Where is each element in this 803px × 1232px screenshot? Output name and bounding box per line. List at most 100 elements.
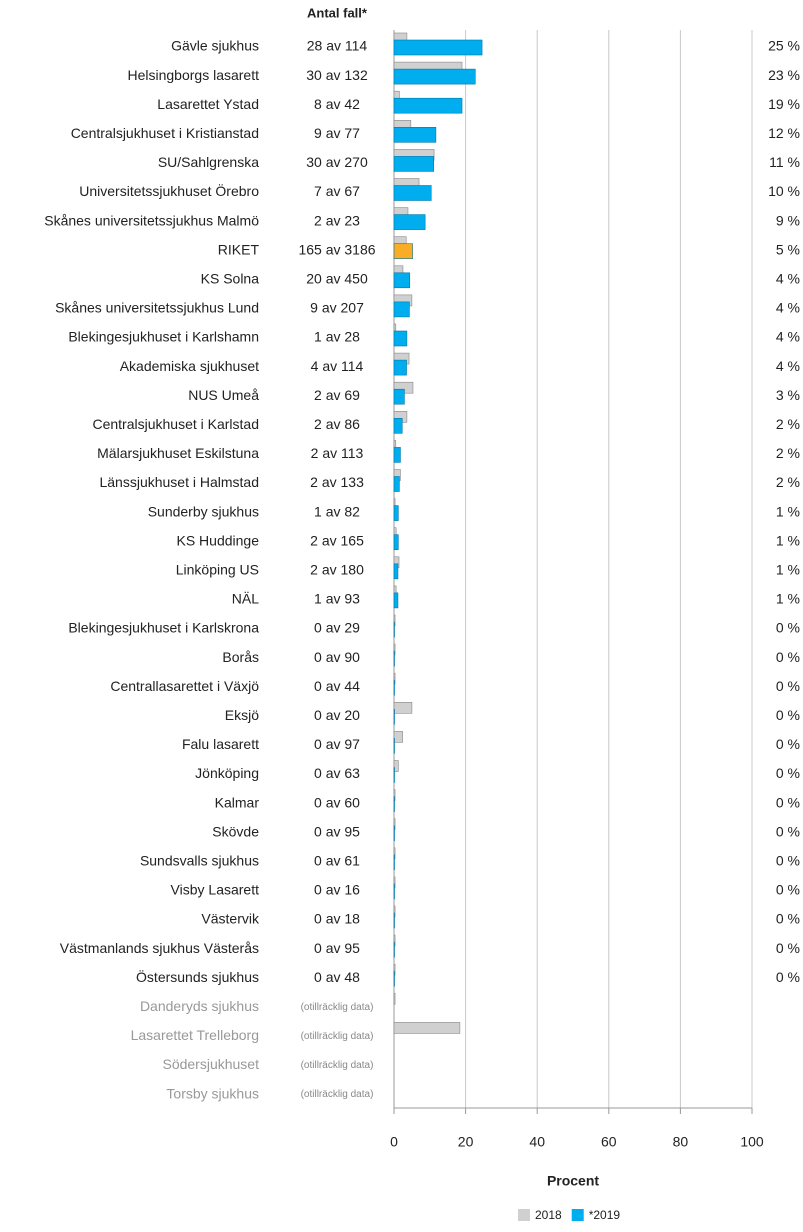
bar (393, 941, 395, 958)
value-label: 0 % (776, 823, 800, 839)
value-label: 0 % (776, 765, 800, 781)
bar (393, 731, 403, 743)
count-label: 7 av 67 (314, 183, 360, 199)
bar (393, 679, 395, 696)
count-label: 1 av 93 (314, 591, 360, 607)
category-label: Södersjukhuset (162, 1056, 259, 1072)
category-label: Skånes universitetssjukhus Lund (55, 300, 259, 316)
value-label: 4 % (776, 300, 800, 316)
bar (393, 505, 399, 521)
category-label: Jönköping (195, 765, 259, 781)
value-label: 5 % (776, 241, 800, 257)
value-label: 0 % (776, 969, 800, 985)
category-label: Blekingesjukhuset i Karlskrona (68, 620, 259, 636)
x-tick-label: 100 (740, 1134, 764, 1150)
category-label: Gävle sjukhus (171, 38, 259, 54)
category-label: Sundsvalls sjukhus (140, 853, 259, 869)
count-label: 0 av 63 (314, 765, 360, 781)
count-label: 0 av 95 (314, 823, 360, 839)
category-label: Falu lasarett (182, 736, 259, 752)
bar (393, 592, 399, 609)
value-label: 0 % (776, 736, 800, 752)
count-label: 0 av 18 (314, 911, 360, 927)
bar (393, 563, 399, 580)
value-label: 0 % (776, 911, 800, 927)
value-label: 0 % (776, 853, 800, 869)
count-label: 2 av 23 (314, 212, 360, 228)
value-label: 1 % (776, 503, 800, 519)
category-label: Lasarettet Trelleborg (131, 1027, 259, 1043)
count-label: 28 av 114 (307, 38, 368, 54)
value-label: 1 % (776, 562, 800, 578)
bar (393, 650, 395, 667)
count-label: 20 av 450 (306, 271, 368, 287)
category-label: Centralsjukhuset i Karlstad (92, 416, 259, 432)
category-label: Skånes universitetssjukhus Malmö (44, 212, 259, 228)
count-label: 2 av 86 (314, 416, 360, 432)
category-label: Borås (222, 649, 259, 665)
value-label: 9 % (776, 212, 800, 228)
value-label: 1 % (776, 591, 800, 607)
count-label: 0 av 95 (314, 940, 360, 956)
value-label: 0 % (776, 794, 800, 810)
category-label: Universitetssjukhuset Örebro (79, 182, 259, 199)
count-label: (otillräcklig data) (301, 1002, 374, 1013)
bar (393, 156, 435, 172)
x-tick-label: 60 (601, 1134, 617, 1150)
count-label: 9 av 77 (314, 125, 360, 141)
category-label: Östersunds sjukhus (136, 968, 259, 985)
legend-swatch (518, 1209, 530, 1221)
bar (393, 767, 395, 783)
count-label: 165 av 3186 (298, 241, 375, 257)
count-label: (otillräcklig data) (301, 1060, 374, 1071)
category-label: Sunderby sjukhus (148, 503, 259, 519)
bar (393, 738, 395, 754)
value-label: 25 % (768, 38, 800, 54)
count-label: 2 av 133 (310, 474, 364, 490)
count-label: 0 av 20 (314, 707, 360, 723)
bar (393, 272, 411, 289)
value-label: 4 % (776, 329, 800, 345)
category-label: KS Solna (201, 271, 260, 287)
value-label: 0 % (776, 707, 800, 723)
bar (393, 68, 476, 85)
category-label: Torsby sjukhus (166, 1085, 259, 1101)
count-label: 2 av 69 (314, 387, 360, 403)
bar (393, 39, 483, 56)
bar (393, 796, 395, 812)
bar (393, 214, 426, 230)
category-label: Blekingesjukhuset i Karlshamn (68, 329, 259, 345)
category-label: Mälarsjukhuset Eskilstuna (97, 445, 259, 461)
value-label: 4 % (776, 358, 800, 374)
x-axis-label: Procent (547, 1173, 599, 1189)
bar (393, 970, 395, 987)
category-label: RIKET (218, 241, 260, 257)
value-label: 19 % (768, 96, 800, 112)
bar (393, 701, 413, 714)
category-label: Centrallasarettet i Växjö (110, 678, 259, 694)
count-label: 0 av 60 (314, 794, 360, 810)
category-label: Kalmar (215, 794, 260, 810)
bar (393, 476, 400, 492)
legend-swatch (571, 1209, 584, 1221)
legend-label: *2019 (589, 1208, 621, 1222)
category-label: Skövde (212, 823, 259, 839)
count-label: 30 av 132 (306, 67, 368, 83)
count-header: Antal fall* (307, 5, 368, 20)
count-label: 2 av 113 (311, 445, 364, 461)
value-label: 4 % (776, 271, 800, 287)
category-label: Danderyds sjukhus (140, 998, 259, 1014)
count-label: 0 av 44 (314, 678, 360, 694)
bar (393, 447, 401, 463)
count-label: 2 av 180 (310, 562, 364, 578)
count-label: (otillräcklig data) (301, 1031, 374, 1042)
count-label: 0 av 97 (314, 736, 360, 752)
category-label: Akademiska sjukhuset (120, 358, 259, 374)
bar (393, 97, 463, 114)
value-label: 2 % (776, 445, 800, 461)
category-label: Linköping US (176, 562, 259, 578)
bar (393, 854, 395, 871)
value-label: 23 % (768, 67, 800, 83)
category-label: KS Huddinge (176, 532, 259, 548)
count-label: 1 av 82 (314, 503, 360, 519)
